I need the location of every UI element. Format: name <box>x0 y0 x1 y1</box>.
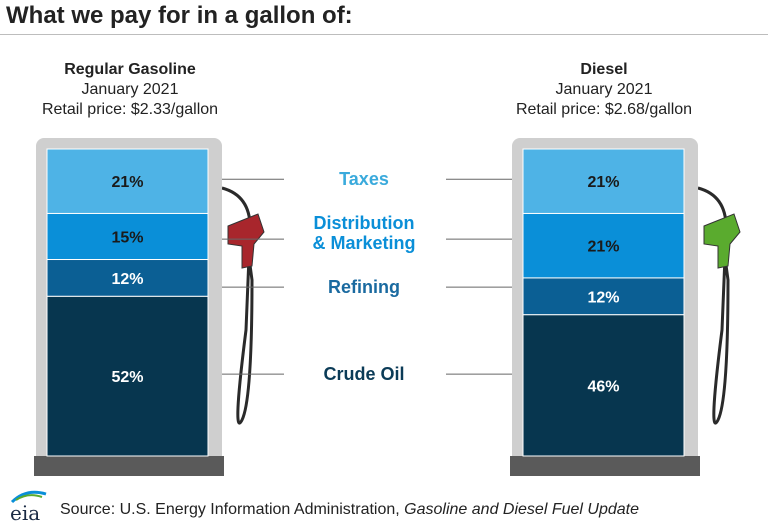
gasoline-bar-label-0: 21% <box>111 174 143 191</box>
source-prefix: Source: U.S. Energy Information Administ… <box>60 501 400 518</box>
title-divider <box>0 34 768 35</box>
gasoline-bar-0 <box>46 148 209 214</box>
diesel-hose <box>697 186 730 425</box>
diesel-price: Retail price: $2.68/gallon <box>515 101 693 118</box>
diesel-pump-base <box>510 456 700 476</box>
category-label-1-1: & Marketing <box>312 233 415 253</box>
category-label-3: Crude Oil <box>323 364 404 384</box>
diesel-nozzle-icon <box>703 213 741 269</box>
diesel-bar-label-1: 21% <box>587 239 619 256</box>
gasoline-header: Regular Gasoline January 2021 Retail pri… <box>0 60 260 120</box>
diesel-bar-0 <box>522 148 685 214</box>
category-label-0: Taxes <box>339 169 389 189</box>
gasoline-bar-label-1: 15% <box>111 229 143 246</box>
diesel-header: Diesel January 2021 Retail price: $2.68/… <box>474 60 734 120</box>
gasoline-nozzle-icon <box>227 213 265 269</box>
gasoline-name: Regular Gasoline <box>64 61 196 78</box>
category-label-1-0: Distribution <box>314 213 415 233</box>
source-note: Source: U.S. Energy Information Administ… <box>60 501 639 519</box>
fuel-cost-chart: 21% 15% 12% 52% 21% 21% 12% 46% Taxes Distributio… <box>34 138 741 476</box>
gasoline-pump-base <box>34 456 224 476</box>
gasoline-hose <box>221 186 254 425</box>
diesel-bar-label-2: 12% <box>587 289 619 306</box>
diesel-bar-label-0: 21% <box>587 174 619 191</box>
gasoline-date: January 2021 <box>81 81 179 98</box>
gasoline-bar-label-2: 12% <box>111 271 143 288</box>
page-title: What we pay for in a gallon of: <box>6 2 353 29</box>
diesel-bar-2 <box>522 277 685 316</box>
diesel-name: Diesel <box>580 61 628 78</box>
gasoline-bar-3 <box>46 295 209 457</box>
category-label-2: Refining <box>328 277 400 297</box>
gasoline-bar-label-3: 52% <box>111 369 143 386</box>
eia-logo: eia <box>10 490 47 524</box>
gasoline-price: Retail price: $2.33/gallon <box>41 101 219 118</box>
svg-text:eia: eia <box>10 501 40 524</box>
diesel-date: January 2021 <box>555 81 653 98</box>
source-publication: Gasoline and Diesel Fuel Update <box>404 501 639 518</box>
diesel-bar-1 <box>522 212 685 279</box>
diesel-bar-label-3: 46% <box>587 378 619 395</box>
diesel-bar-3 <box>522 314 685 457</box>
